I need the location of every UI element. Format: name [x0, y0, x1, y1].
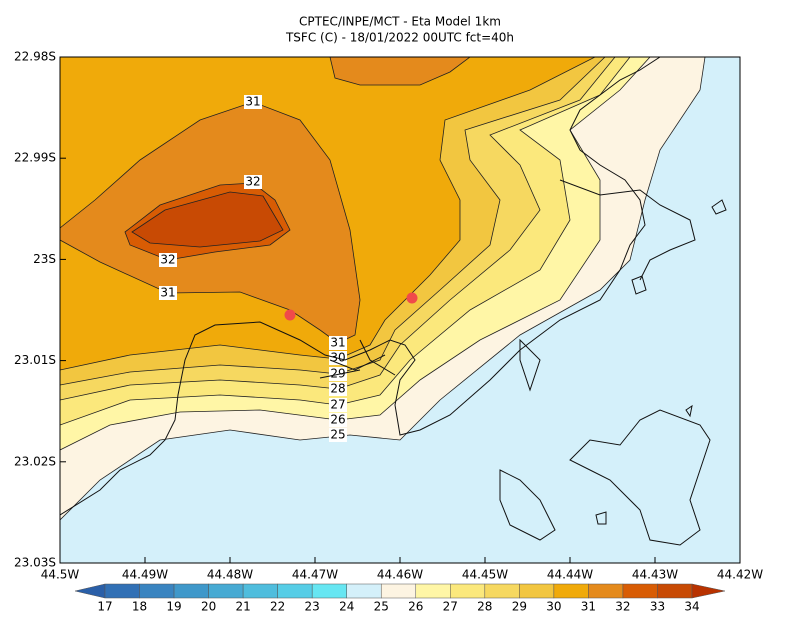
contour-label: 29 — [330, 367, 345, 381]
colorbar-cell — [450, 583, 486, 599]
x-tick-label: 44.45W — [462, 568, 508, 582]
y-tick-label: 23.03S — [14, 556, 56, 570]
colorbar-label: 22 — [270, 600, 285, 614]
y-tick-label: 23S — [33, 252, 56, 266]
colorbar-cell — [346, 583, 382, 599]
contour-label: 32 — [160, 253, 175, 267]
location-marker — [284, 309, 296, 321]
contour-label: 31 — [160, 286, 175, 300]
x-tick-label: 44.46W — [377, 568, 423, 582]
contour-label: 32 — [245, 175, 260, 189]
contour-label-bg — [244, 175, 262, 189]
contour-region — [329, 57, 471, 86]
colorbar-label: 24 — [339, 600, 354, 614]
colorbar-label: 26 — [408, 600, 423, 614]
x-tick-label: 44.47W — [292, 568, 338, 582]
colorbar-cell — [588, 583, 624, 599]
colorbar-extend — [691, 583, 726, 599]
contour-label: 30 — [330, 351, 345, 365]
colorbar-label: 21 — [235, 600, 250, 614]
contour-label-bg — [329, 428, 347, 442]
colorbar-label: 25 — [374, 600, 389, 614]
colorbar-label: 17 — [97, 600, 112, 614]
contour-label: 28 — [330, 382, 345, 396]
location-marker — [406, 292, 418, 304]
colorbar-label: 18 — [132, 600, 147, 614]
colorbar-label: 32 — [615, 600, 630, 614]
y-tick-label: 22.99S — [14, 151, 56, 165]
colorbar-cell — [104, 583, 140, 599]
colorbar-cell — [173, 583, 209, 599]
colorbar-cell — [311, 583, 347, 599]
colorbar-cell — [484, 583, 520, 599]
colorbar-cell — [277, 583, 313, 599]
y-tick-label: 23.01S — [14, 353, 56, 367]
contour-label: 31 — [245, 95, 260, 109]
contour-label-bg — [244, 95, 262, 109]
x-tick-label: 44.42W — [717, 568, 763, 582]
colorbar-label: 19 — [166, 600, 181, 614]
contour-label-bg — [329, 398, 347, 412]
colorbar-cell — [415, 583, 451, 599]
x-tick-label: 44.44W — [547, 568, 593, 582]
colorbar-label: 33 — [650, 600, 665, 614]
colorbar-label: 29 — [512, 600, 527, 614]
contour-region — [131, 191, 284, 248]
colorbar-cell — [657, 583, 693, 599]
colorbar-label: 30 — [546, 600, 561, 614]
x-tick-label: 44.48W — [207, 568, 253, 582]
colorbar-cell — [242, 583, 278, 599]
colorbar-label: 20 — [201, 600, 216, 614]
x-tick-label: 44.43W — [632, 568, 678, 582]
coastline — [60, 57, 727, 546]
colorbar-cell — [622, 583, 658, 599]
contour-label: 27 — [330, 398, 345, 412]
x-tick-label: 44.49W — [122, 568, 168, 582]
colorbar-cell — [553, 583, 589, 599]
subtitle: TSFC (C) - 18/01/2022 00UTC fct=40h — [285, 31, 514, 45]
colorbar-label: 31 — [581, 600, 596, 614]
title: CPTEC/INPE/MCT - Eta Model 1km — [299, 15, 501, 29]
colorbar-cell — [139, 583, 175, 599]
colorbar-label: 27 — [443, 600, 458, 614]
colorbar-cell — [519, 583, 555, 599]
y-tick-label: 23.02S — [14, 454, 56, 468]
contour-label-bg — [329, 413, 347, 427]
contour-label: 25 — [330, 428, 345, 442]
colorbar-label: 23 — [305, 600, 320, 614]
contour-label-bg — [329, 336, 347, 350]
colorbar-cell — [380, 583, 417, 599]
colorbar-label: 28 — [477, 600, 492, 614]
colorbar-label: 34 — [684, 600, 699, 614]
contour-label: 31 — [330, 336, 345, 350]
colorbar-cell — [208, 583, 244, 599]
contour-label-bg — [159, 286, 177, 300]
contour-label: 26 — [330, 413, 345, 427]
colorbar-extend — [74, 583, 106, 599]
contour-label-bg — [159, 253, 177, 267]
y-tick-label: 22.98S — [14, 50, 56, 64]
contour-label-bg — [329, 382, 347, 396]
x-tick-label: 44.5W — [41, 568, 80, 582]
